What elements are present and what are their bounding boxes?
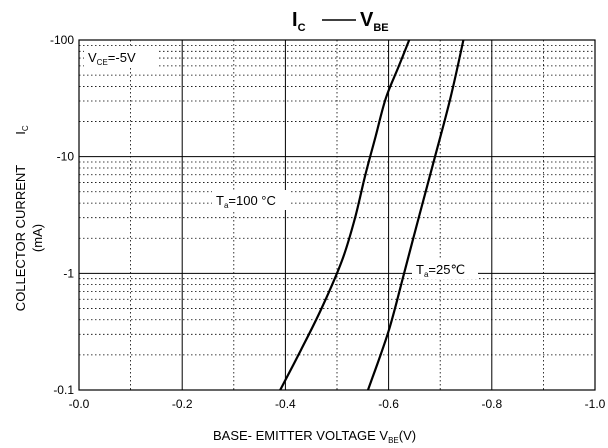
x-tick-label: -0.4 (275, 397, 296, 411)
y-tick-label: -100 (50, 33, 74, 47)
x-tick-label: -1.0 (585, 397, 606, 411)
tick-labels: -0.0 -0.2 -0.4 -0.6 -0.8 -1.0 -100 -10 -1 -0.1 (50, 33, 606, 411)
curves (280, 40, 463, 390)
y-tick-label: -10 (57, 150, 75, 164)
vce-label: VCE=-5V (88, 50, 136, 67)
x-axis-label: BASE- EMITTER VOLTAGE VBE(V) (213, 428, 416, 445)
title-vbe: VBE (360, 9, 389, 34)
series-label-25c-text: Ta=25℃ (416, 262, 465, 279)
chart-title: IC VBE (292, 9, 389, 34)
x-tick-label: -0.0 (69, 397, 90, 411)
y-tick-label: -1 (63, 266, 74, 280)
series-label-25c: Ta=25℃ (412, 259, 478, 279)
x-tick-label: -0.8 (481, 397, 502, 411)
y-axis-label: COLLECTOR CURRENT (13, 165, 28, 311)
grid (79, 40, 595, 390)
title-ic: IC (292, 9, 306, 34)
x-tick-label: -0.6 (378, 397, 399, 411)
series-label-100c: Ta=100 °C (212, 190, 290, 210)
y-axis-unit: (mA) (30, 224, 45, 252)
y-tick-label: -0.1 (53, 383, 74, 397)
y-axis-symbol: IC (13, 125, 30, 135)
x-tick-label: -0.2 (172, 397, 193, 411)
curve-25c (368, 40, 463, 390)
curve-100c (280, 40, 409, 390)
vce-annotation: VCE=-5V (84, 46, 158, 68)
